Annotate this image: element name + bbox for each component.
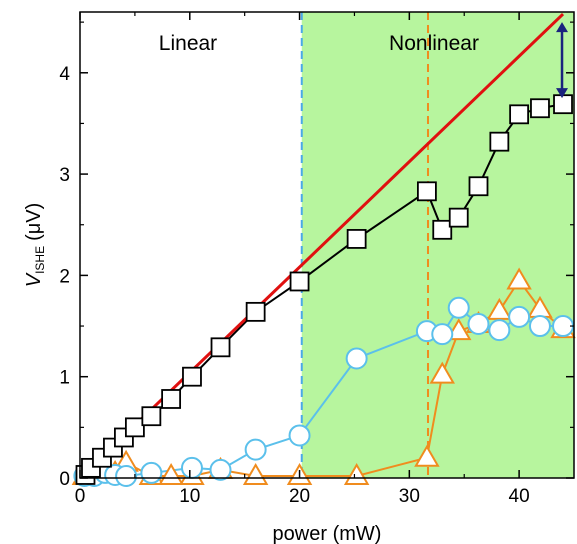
region-0 bbox=[80, 12, 302, 478]
square-point bbox=[489, 131, 510, 152]
plot-frame bbox=[79, 11, 575, 479]
triangle-point bbox=[414, 444, 440, 467]
square-point bbox=[432, 219, 453, 240]
arrow-group bbox=[556, 22, 569, 99]
triangle-point bbox=[486, 297, 513, 320]
circle-point bbox=[528, 315, 551, 338]
square-point bbox=[553, 94, 573, 115]
circle-point bbox=[508, 305, 531, 328]
triangle-point bbox=[158, 462, 184, 485]
square-point bbox=[530, 98, 550, 119]
y-tick-label: 4 bbox=[59, 64, 70, 85]
triangle-point bbox=[242, 462, 269, 485]
region-backgrounds bbox=[80, 12, 574, 478]
circle-point bbox=[431, 323, 454, 346]
square-point bbox=[182, 366, 202, 387]
x-tick-label: 10 bbox=[179, 486, 200, 507]
circle-point bbox=[467, 313, 490, 336]
x-axis-label: power (mW) bbox=[273, 523, 382, 544]
circle-point bbox=[244, 438, 267, 461]
square-point bbox=[210, 337, 231, 358]
circle-point bbox=[288, 424, 311, 447]
arrow-head-bottom bbox=[556, 88, 569, 99]
x-tick-label: 30 bbox=[399, 486, 420, 507]
series-markers bbox=[71, 94, 576, 487]
y-axis-label: VISHE (μV) bbox=[23, 203, 47, 288]
square-point bbox=[509, 104, 530, 125]
square-point bbox=[245, 301, 266, 322]
triangle-point bbox=[506, 267, 532, 290]
y-axis-label-unit: (μV) bbox=[23, 203, 45, 241]
circle-point bbox=[180, 456, 203, 479]
circle-point bbox=[209, 458, 232, 481]
fit-line bbox=[80, 12, 565, 478]
region-1 bbox=[301, 12, 574, 478]
fit-line-group bbox=[80, 12, 565, 478]
axis-ticks: 0 10 20 30 40 0 1 2 3 4 bbox=[59, 12, 574, 507]
square-point bbox=[141, 406, 162, 427]
square-point bbox=[448, 207, 469, 228]
circle-point bbox=[447, 296, 470, 319]
arrow-head-top bbox=[556, 22, 569, 33]
square-point bbox=[346, 229, 367, 249]
x-tick-label: 0 bbox=[75, 486, 86, 507]
y-tick-label: 3 bbox=[59, 165, 70, 186]
y-tick-label: 2 bbox=[59, 266, 70, 287]
square-point bbox=[468, 176, 489, 197]
square-point bbox=[124, 417, 145, 438]
y-tick-label: 1 bbox=[59, 368, 70, 389]
square-point bbox=[161, 389, 182, 409]
y-axis-label-main: V bbox=[23, 272, 45, 287]
square-point bbox=[289, 271, 310, 292]
x-tick-label: 20 bbox=[289, 486, 310, 507]
region-label-nonlinear: Nonlinear bbox=[389, 32, 479, 55]
circle-point bbox=[488, 319, 511, 342]
square-point bbox=[416, 181, 437, 202]
circle-point bbox=[115, 464, 138, 487]
triangle-point bbox=[429, 361, 456, 384]
x-tick-label: 40 bbox=[509, 486, 530, 507]
circle-point bbox=[140, 461, 163, 484]
region-label-linear: Linear bbox=[159, 32, 217, 55]
y-tick-label: 0 bbox=[59, 469, 70, 490]
y-axis-label-sub: ISHE bbox=[33, 246, 47, 274]
circle-point bbox=[345, 347, 368, 370]
triangle-point bbox=[343, 462, 370, 485]
